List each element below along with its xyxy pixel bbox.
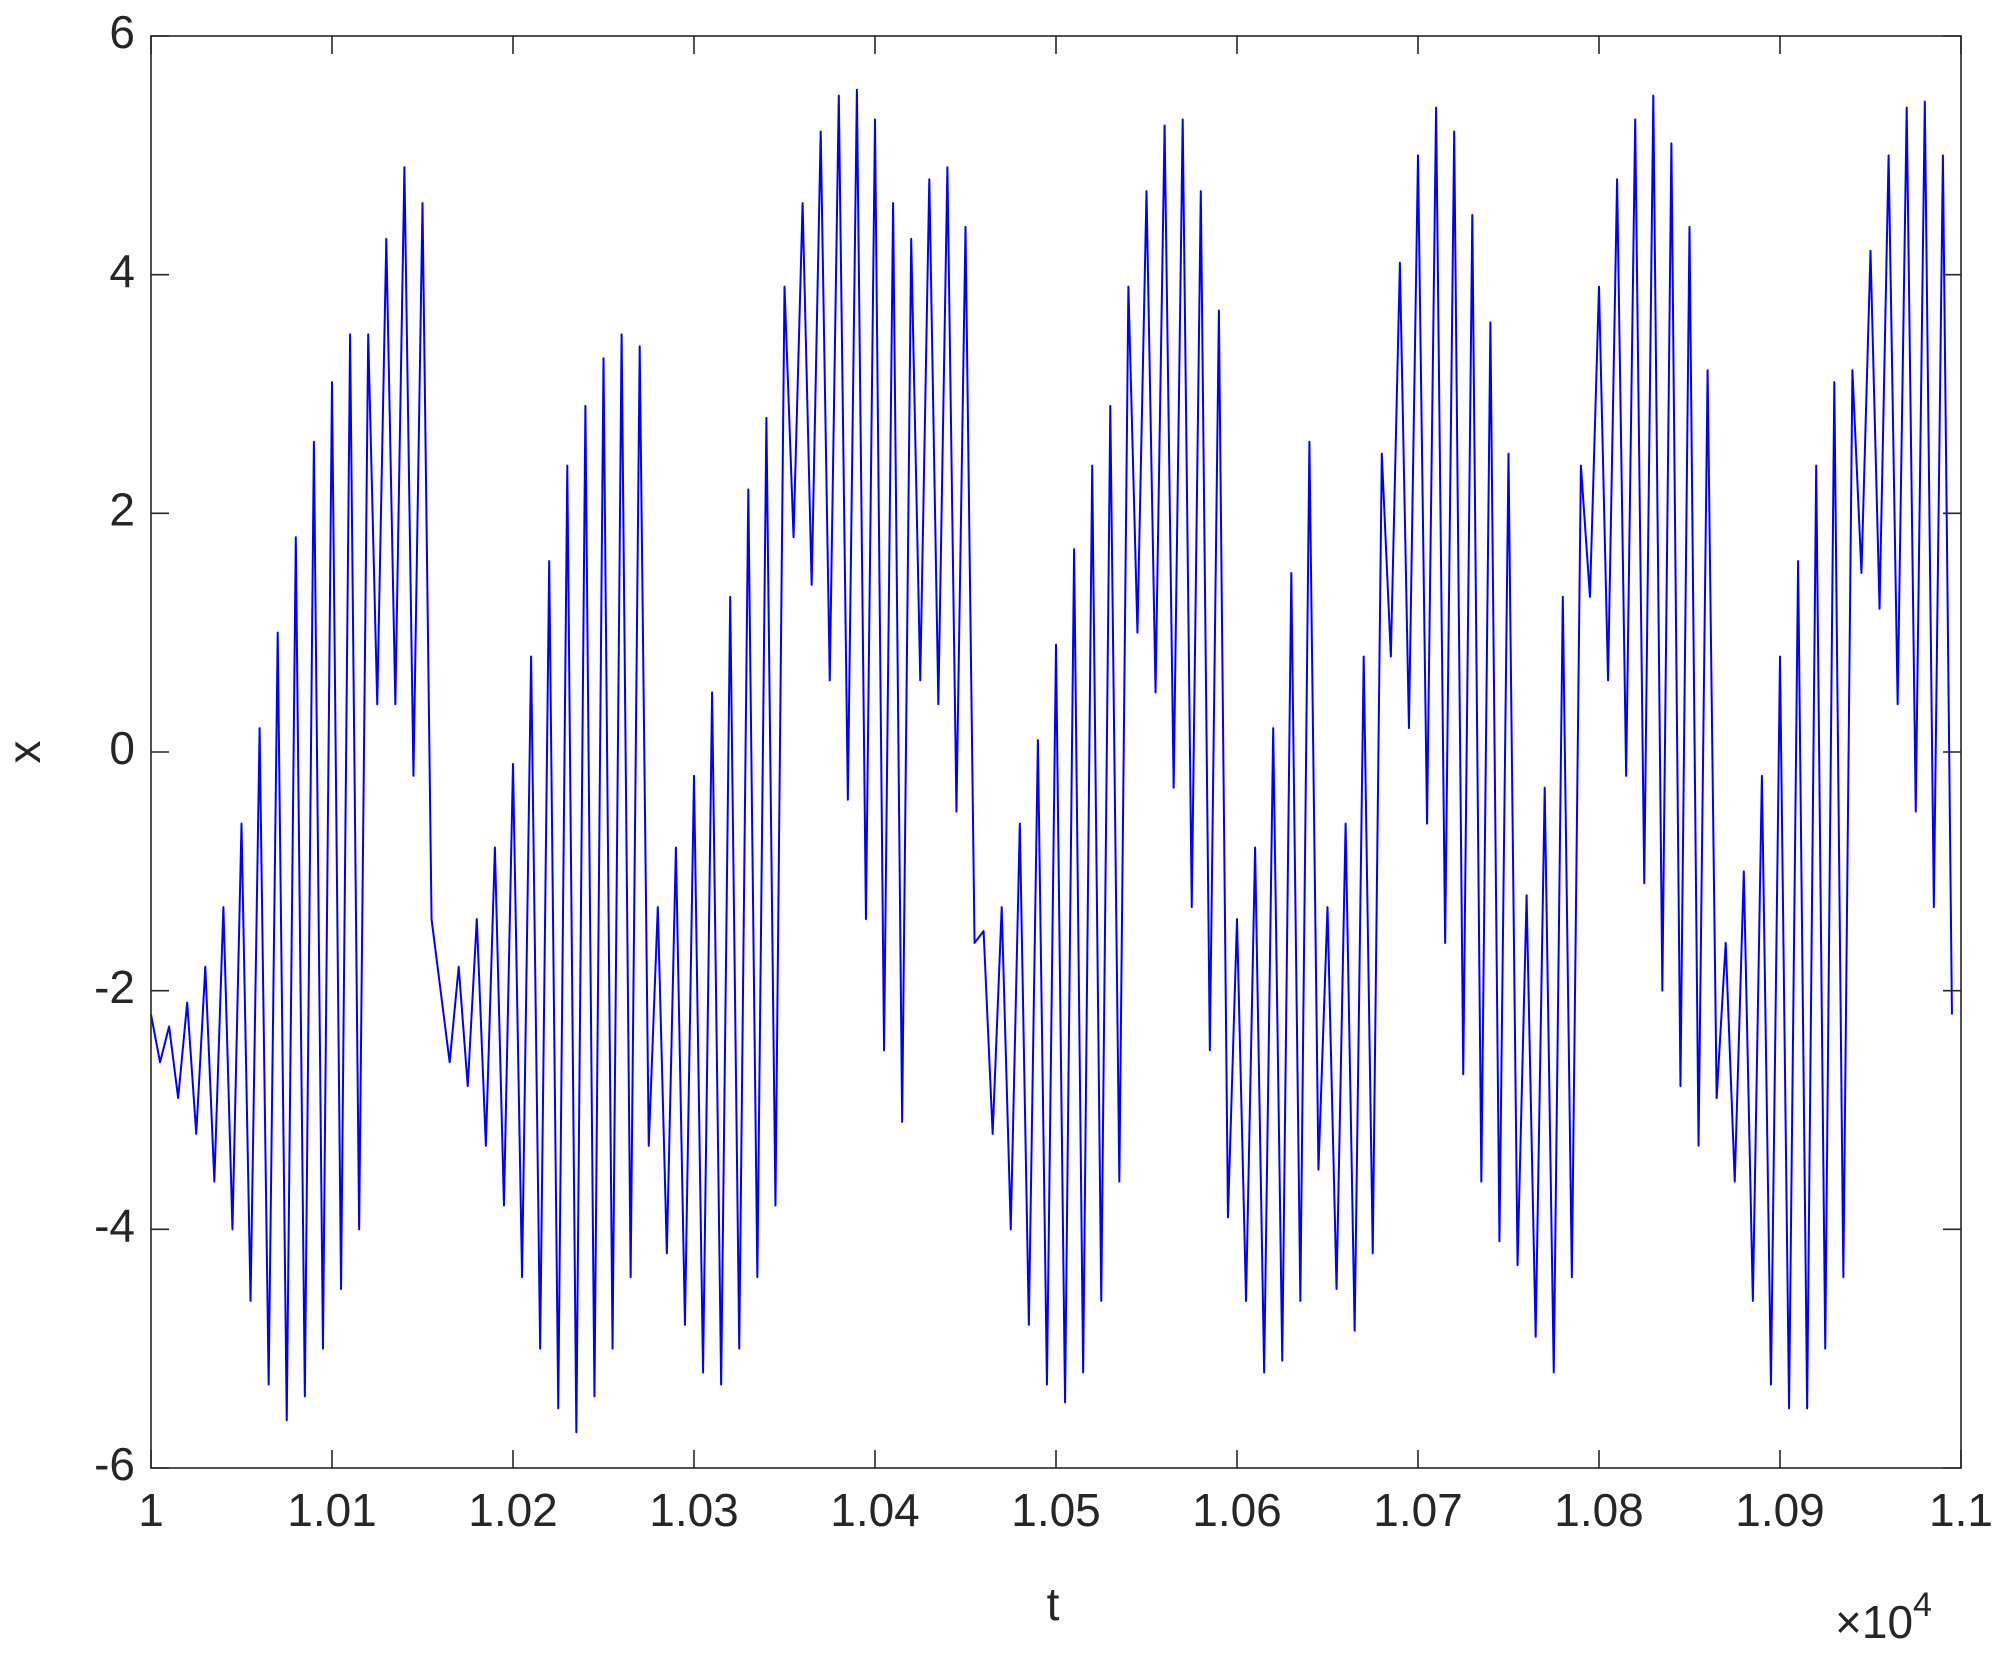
x-tick-label: 1.02 xyxy=(468,1484,558,1536)
x-tick-label: 1.08 xyxy=(1554,1484,1644,1536)
y-tick-label: 0 xyxy=(109,722,135,774)
y-tick-label: 4 xyxy=(109,245,135,297)
x-tick-label: 1.04 xyxy=(830,1484,920,1536)
y-tick-label: -6 xyxy=(94,1438,135,1490)
x-tick-label: 1.05 xyxy=(1011,1484,1101,1536)
x-multiplier-base: ×10 xyxy=(1835,1596,1913,1648)
y-tick-label: 6 xyxy=(109,6,135,58)
x-tick-label: 1.1 xyxy=(1929,1484,1993,1536)
x-multiplier-exponent: 4 xyxy=(1913,1586,1932,1624)
y-tick-label: -4 xyxy=(94,1199,135,1251)
x-tick-label: 1.07 xyxy=(1373,1484,1463,1536)
y-tick-label: -2 xyxy=(94,961,135,1013)
x-tick-label: 1.09 xyxy=(1735,1484,1825,1536)
x-multiplier: ×104 xyxy=(1835,1586,1932,1648)
x-tick-label: 1 xyxy=(138,1484,164,1536)
data-line xyxy=(150,88,1953,1434)
y-axis-label: x xyxy=(0,741,50,764)
x-tick-label: 1.06 xyxy=(1192,1484,1282,1536)
x-axis-label: t xyxy=(1047,1578,1060,1630)
x-tick-label: 1.01 xyxy=(287,1484,377,1536)
y-tick-label: 2 xyxy=(109,483,135,535)
x-tick-label: 1.03 xyxy=(649,1484,739,1536)
